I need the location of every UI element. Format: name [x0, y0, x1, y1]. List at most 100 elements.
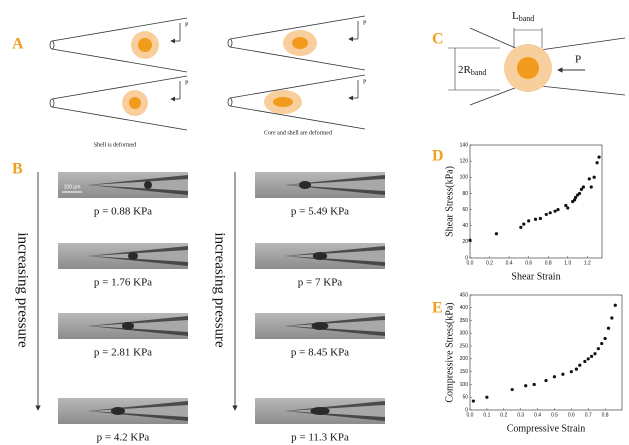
x-tick-label: 0.4	[506, 260, 513, 266]
x-tick-label: 0.7	[585, 412, 592, 418]
data-point	[539, 217, 542, 220]
pressure-label: p = 0.88 KPa	[94, 206, 152, 218]
subscript: band	[519, 14, 535, 23]
length-label: Lband	[512, 10, 534, 23]
pressure-label: p = 1.76 KPa	[94, 277, 152, 289]
cell-core	[129, 97, 141, 109]
y-tick-label: 100	[460, 175, 469, 181]
x-tick-label: 0.8	[545, 260, 552, 266]
x-tick-label: 0.8	[602, 412, 609, 418]
data-point	[545, 213, 548, 216]
plot-frame	[470, 295, 622, 410]
x-axis-label: Shear Strain	[511, 271, 560, 282]
subscript: band	[471, 68, 487, 77]
pressure-label: p = 2.81 KPa	[94, 347, 152, 359]
data-point	[570, 370, 573, 373]
pressure-label: P	[185, 80, 189, 86]
panel-label: A	[12, 36, 24, 53]
pipette-tip	[50, 41, 54, 49]
axis-label: increasing pressure	[212, 232, 228, 348]
x-tick-label: 0.5	[551, 412, 558, 418]
data-point	[590, 185, 593, 188]
y-tick-label: 350	[460, 318, 469, 324]
data-point	[544, 379, 547, 382]
pressure-label: p = 8.45 KPa	[291, 347, 349, 359]
pressure-label: p = 5.49 KPa	[291, 206, 349, 218]
data-point	[587, 357, 590, 360]
data-point	[495, 232, 498, 235]
y-axis-label: Shear Stress(kPa)	[444, 166, 455, 237]
line	[540, 38, 625, 50]
data-point	[575, 368, 578, 371]
data-point	[524, 384, 527, 387]
x-tick-label: 0.0	[467, 260, 474, 266]
data-point	[582, 185, 585, 188]
x-tick-label: 0.3	[517, 412, 524, 418]
panel-label: D	[432, 148, 444, 165]
data-point	[593, 176, 596, 179]
line	[470, 86, 520, 105]
x-tick-label: 0.2	[500, 412, 507, 418]
data-point	[596, 161, 599, 164]
data-point	[578, 364, 581, 367]
pressure-label: P	[363, 79, 367, 85]
data-point	[556, 208, 559, 211]
y-tick-label: 250	[460, 343, 469, 349]
figure: A P P P P Shell is deformed Core and shell are…	[0, 0, 629, 445]
data-point	[472, 399, 475, 402]
x-tick-label: 0.4	[534, 412, 541, 418]
data-point	[553, 375, 556, 378]
data-point	[553, 210, 556, 213]
panel-label: C	[432, 31, 444, 48]
y-axis-label: Compressive Stress(kPa)	[444, 302, 455, 402]
pressure-label: p = 4.2 KPa	[97, 432, 150, 444]
data-point	[561, 373, 564, 376]
data-point	[590, 355, 593, 358]
data-point	[614, 304, 617, 307]
pipette-tip	[228, 98, 232, 106]
x-tick-label: 0.0	[467, 412, 474, 418]
data-point	[533, 383, 536, 386]
cell-core	[517, 57, 539, 79]
pressure-label: P	[575, 54, 581, 66]
data-point	[588, 177, 591, 180]
axis-label: increasing pressure	[15, 232, 31, 348]
x-tick-label: 0.2	[486, 260, 493, 266]
cell	[310, 407, 329, 415]
panel-label: B	[12, 161, 23, 178]
data-point	[604, 337, 607, 340]
pipette-tip	[228, 39, 232, 47]
y-tick-label: 50	[462, 395, 468, 401]
pressure-label: p = 7 KPa	[298, 277, 343, 289]
pressure-label: P	[185, 22, 189, 28]
data-point	[511, 388, 514, 391]
line	[52, 107, 187, 130]
y-tick-label: 120	[460, 158, 469, 164]
data-point	[519, 226, 522, 229]
x-tick-label: 1.2	[584, 260, 591, 266]
y-tick-label: 140	[460, 142, 469, 148]
line	[52, 49, 187, 72]
cell-core	[292, 37, 308, 49]
plot-frame	[470, 145, 602, 258]
data-point	[578, 192, 581, 195]
cell-core	[273, 97, 293, 107]
y-tick-label: 80	[462, 191, 468, 197]
line	[52, 18, 187, 41]
cell	[111, 407, 125, 415]
data-point	[597, 347, 600, 350]
x-axis-label: Compressive Strain	[507, 423, 586, 434]
radius-label: 2Rband	[458, 64, 486, 77]
caption: Shell is deformed	[94, 141, 136, 148]
y-tick-label: 20	[462, 239, 468, 245]
data-point	[485, 396, 488, 399]
data-point	[527, 219, 530, 222]
cell	[128, 252, 138, 260]
pipette-tip	[50, 99, 54, 107]
y-tick-label: 150	[460, 369, 469, 375]
data-point	[534, 218, 537, 221]
caption: Core and shell are deformed	[264, 129, 332, 136]
line	[470, 28, 520, 50]
x-tick-label: 0.6	[525, 260, 532, 266]
y-tick-label: 100	[460, 382, 469, 388]
